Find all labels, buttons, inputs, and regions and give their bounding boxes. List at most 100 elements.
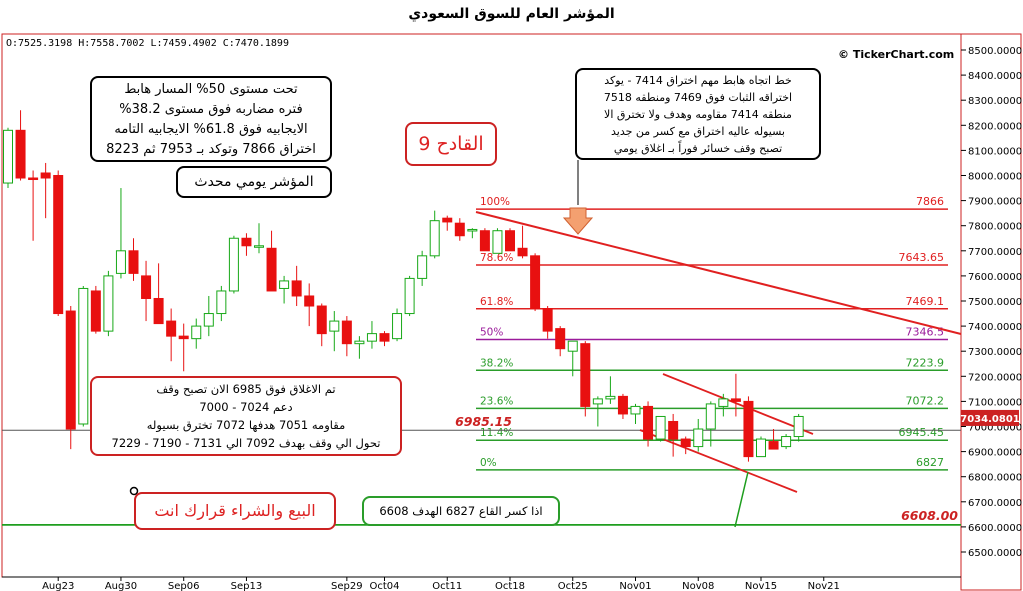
- brand-watermark: © TickerChart.com: [838, 48, 955, 61]
- y-tick-label: 7200.0000: [968, 372, 1022, 383]
- x-tick-label: Nov01: [619, 581, 651, 591]
- current-price-label: 7034.0801: [960, 414, 1020, 425]
- marker-circle: [129, 486, 139, 496]
- label-6985: 6985.15: [455, 414, 512, 429]
- candle-body: [505, 230, 515, 252]
- candle-body: [655, 415, 666, 440]
- candle-body: [718, 398, 729, 407]
- y-tick-label: 8400.0000: [968, 71, 1022, 82]
- candle-body: [28, 177, 39, 181]
- y-tick-label: 8000.0000: [968, 172, 1022, 183]
- candle-body: [705, 403, 716, 430]
- candle-body: [279, 280, 290, 289]
- fib-level-pct: 0%: [480, 457, 497, 469]
- candle-body: [467, 228, 478, 232]
- candle-body: [580, 343, 591, 407]
- candle-body: [730, 398, 741, 402]
- candle-body: [103, 275, 114, 332]
- y-tick-label: 7300.0000: [968, 347, 1022, 358]
- candle-body: [617, 395, 628, 415]
- fib-level-value: 7469.1: [906, 295, 945, 308]
- candle-body: [65, 310, 76, 430]
- y-tick-label: 6900.0000: [968, 448, 1022, 459]
- fib-level-value: 6945.45: [899, 426, 945, 439]
- candle-body: [630, 405, 641, 415]
- x-tick-label: Aug30: [105, 581, 137, 591]
- candle-body: [668, 420, 679, 440]
- note-fib-levels: تحت مستوى 50% المسار هابط فتره مضاربه فو…: [90, 76, 332, 162]
- x-tick-label: Oct25: [558, 581, 588, 591]
- candle-body: [366, 333, 377, 342]
- candle-body: [605, 395, 616, 400]
- candle-body: [530, 255, 541, 310]
- x-tick-label: Oct11: [432, 581, 462, 591]
- y-tick-label: 8100.0000: [968, 146, 1022, 157]
- y-tick-label: 7600.0000: [968, 272, 1022, 283]
- candle-body: [40, 172, 51, 179]
- candle-body: [291, 280, 302, 297]
- fib-level-value: 6827: [916, 456, 944, 469]
- note-support-resistance: تم الاغلاق فوق 6985 الان تصبح وقف دعم 70…: [90, 376, 402, 456]
- y-tick-label: 8500.0000: [968, 46, 1022, 57]
- candle-body: [178, 335, 189, 340]
- target-pointer-line: [734, 471, 749, 528]
- x-tick-label: Oct04: [369, 581, 399, 591]
- candle-body: [517, 247, 528, 257]
- candle-body: [329, 320, 340, 332]
- candle-body: [417, 255, 428, 279]
- candle-body: [542, 308, 553, 332]
- y-tick-label: 7500.0000: [968, 297, 1022, 308]
- y-tick-label: 7700.0000: [968, 247, 1022, 258]
- current-price-tag: [961, 409, 1019, 426]
- y-tick-label: 7000.0000: [968, 423, 1022, 434]
- x-tick-label: Sep29: [331, 581, 363, 591]
- candle-body: [592, 398, 603, 405]
- note-trendline: خط اتجاه هابط مهم اختراق 7414 - يوكد اخت…: [575, 68, 821, 160]
- candle-body: [53, 175, 64, 315]
- candle-body: [203, 313, 214, 327]
- x-tick-label: Nov21: [808, 581, 840, 591]
- fib-level-value: 7866: [916, 195, 944, 208]
- ohlc-readout: O:7525.3198 H:7558.7002 L:7459.4902 C:74…: [6, 38, 289, 49]
- note-daily-update: المؤشر يومي محدث: [176, 166, 332, 198]
- candle-body: [153, 297, 164, 325]
- candle-body: [454, 222, 465, 237]
- candle-body: [693, 428, 704, 448]
- x-tick-label: Sep13: [231, 581, 263, 591]
- y-tick-label: 6500.0000: [968, 548, 1022, 559]
- channel-upper-line: [662, 373, 814, 435]
- x-tick-label: Nov15: [745, 581, 777, 591]
- candle-body: [3, 129, 13, 184]
- fib-level-pct: 50%: [480, 327, 503, 339]
- candle-body: [429, 220, 440, 257]
- arrow-down-icon: [562, 207, 594, 235]
- fib-level-value: 7223.9: [906, 356, 945, 369]
- channel-lower-line: [639, 429, 798, 493]
- x-tick-label: Sep06: [168, 581, 200, 591]
- candle-body: [680, 438, 691, 448]
- note-break-target: اذا كسر القاع 6827 الهدف 6608: [362, 496, 560, 526]
- candle-body: [756, 438, 766, 458]
- candle-body: [241, 237, 252, 247]
- candle-body: [492, 230, 503, 254]
- fib-level-pct: 23.6%: [480, 395, 513, 407]
- candle-body: [216, 290, 227, 315]
- label-6608: 6608.00: [901, 508, 958, 523]
- x-tick-label: Nov08: [682, 581, 714, 591]
- fib-level-value: 7346.5: [906, 326, 945, 339]
- candle-body: [379, 333, 390, 342]
- candle-body: [191, 325, 202, 340]
- x-tick-label: Oct18: [495, 581, 525, 591]
- note-disclaimer: البيع والشراء قرارك انت: [134, 492, 336, 530]
- candle-body: [141, 275, 152, 299]
- candle-body: [768, 441, 779, 450]
- candle-body: [354, 340, 365, 345]
- candle-body: [78, 287, 89, 425]
- candle-body: [228, 237, 239, 292]
- y-tick-label: 8200.0000: [968, 121, 1022, 132]
- candle-body: [392, 313, 403, 340]
- y-tick-label: 6800.0000: [968, 473, 1022, 484]
- candle-body: [15, 129, 26, 179]
- fib-level-pct: 38.2%: [480, 357, 513, 369]
